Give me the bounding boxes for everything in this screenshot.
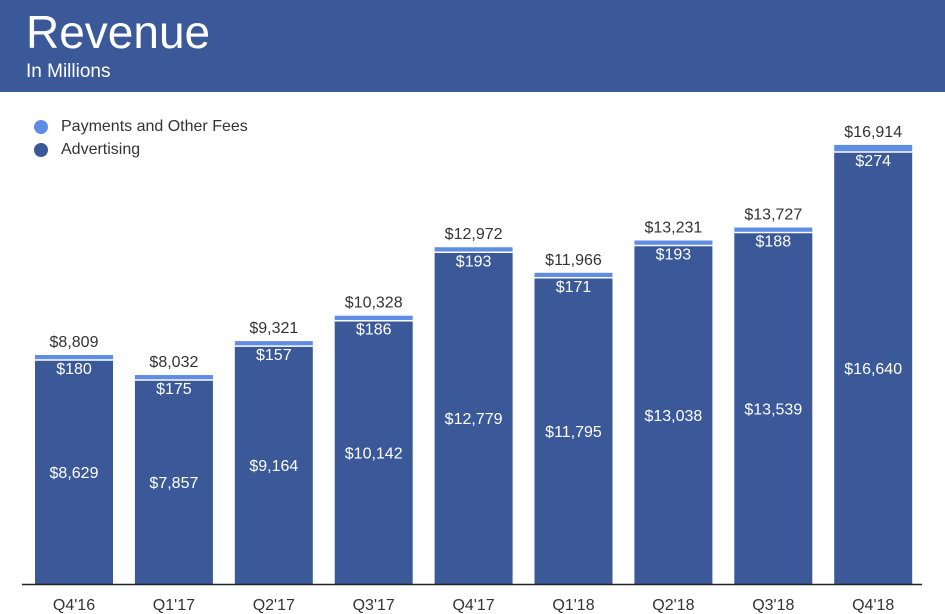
data-label-total-5: $11,966 <box>545 252 602 269</box>
bar-advertising-2 <box>234 346 313 584</box>
x-tick-label-4: Q4'17 <box>452 597 494 614</box>
data-label-total-0: $8,809 <box>50 334 99 351</box>
x-tick-label-7: Q3'18 <box>752 597 794 614</box>
data-label-payments-0: $180 <box>56 361 92 378</box>
data-label-advertising-7: $13,539 <box>744 401 802 418</box>
x-tick-label-3: Q3'17 <box>353 597 395 614</box>
data-label-total-2: $9,321 <box>249 320 298 337</box>
page-subtitle: In Millions <box>26 61 111 82</box>
legend-item-advertising: Advertising <box>34 138 248 161</box>
chart-legend: Payments and Other Fees Advertising <box>34 115 248 161</box>
data-label-total-7: $13,727 <box>744 207 802 224</box>
x-tick-label-1: Q1'17 <box>153 597 195 614</box>
bar-payments-7 <box>734 227 813 232</box>
x-tick-label-8: Q4'18 <box>852 597 894 614</box>
data-label-total-4: $12,972 <box>445 226 503 243</box>
bar-advertising-3 <box>334 320 413 584</box>
data-label-advertising-8: $16,640 <box>844 361 902 378</box>
data-label-payments-5: $171 <box>556 279 592 296</box>
bar-payments-4 <box>434 247 513 252</box>
bar-advertising-8 <box>834 152 913 584</box>
data-label-payments-1: $175 <box>156 381 192 398</box>
revenue-bar-chart: $8,629 $180 $8,809 Q4'16 $7,857 $175 $8,032 Q1'… <box>22 124 922 614</box>
legend-label-advertising: Advertising <box>61 140 141 158</box>
data-label-total-8: $16,914 <box>844 124 902 141</box>
data-label-total-6: $13,231 <box>644 220 702 237</box>
header-banner: Revenue In Millions <box>0 0 945 92</box>
legend-swatch-advertising <box>34 142 48 157</box>
x-tick-label-5: Q1'18 <box>552 597 594 614</box>
bar-advertising-0 <box>35 359 113 584</box>
data-label-advertising-5: $11,795 <box>545 424 602 441</box>
bar-payments-2 <box>234 341 313 346</box>
bar-advertising-6 <box>634 245 713 585</box>
data-label-payments-4: $193 <box>456 253 492 270</box>
legend-label-payments: Payments and Other Fees <box>61 117 248 135</box>
data-label-payments-2: $157 <box>256 347 292 364</box>
data-label-advertising-6: $13,038 <box>644 408 702 425</box>
legend-swatch-payments <box>34 119 48 134</box>
page-title: Revenue <box>26 6 211 58</box>
bar-advertising-5 <box>534 277 613 584</box>
bar-payments-5 <box>534 272 613 278</box>
bar-advertising-7 <box>734 232 813 584</box>
data-label-advertising-0: $8,629 <box>50 465 99 482</box>
legend-item-payments: Payments and Other Fees <box>34 115 248 138</box>
data-label-payments-6: $193 <box>656 247 692 264</box>
bar-payments-6 <box>634 240 713 245</box>
data-label-advertising-1: $7,857 <box>149 475 198 492</box>
data-label-advertising-3: $10,142 <box>345 445 403 462</box>
bar-payments-0 <box>35 354 113 360</box>
bar-payments-1 <box>134 375 213 380</box>
x-tick-label-0: Q4'16 <box>53 597 95 614</box>
data-label-total-1: $8,032 <box>149 354 198 371</box>
x-tick-label-6: Q2'18 <box>652 597 694 614</box>
data-label-payments-3: $186 <box>356 322 392 339</box>
data-label-advertising-4: $12,779 <box>445 411 503 428</box>
data-label-payments-7: $188 <box>756 234 792 251</box>
data-label-advertising-2: $9,164 <box>249 458 298 475</box>
x-tick-label-2: Q2'17 <box>253 597 295 614</box>
bar-payments-8 <box>834 144 913 152</box>
data-label-payments-8: $274 <box>855 153 891 170</box>
bar-advertising-4 <box>434 252 513 585</box>
bar-advertising-1 <box>134 380 213 584</box>
data-label-total-3: $10,328 <box>345 295 403 312</box>
bar-payments-3 <box>334 315 413 320</box>
